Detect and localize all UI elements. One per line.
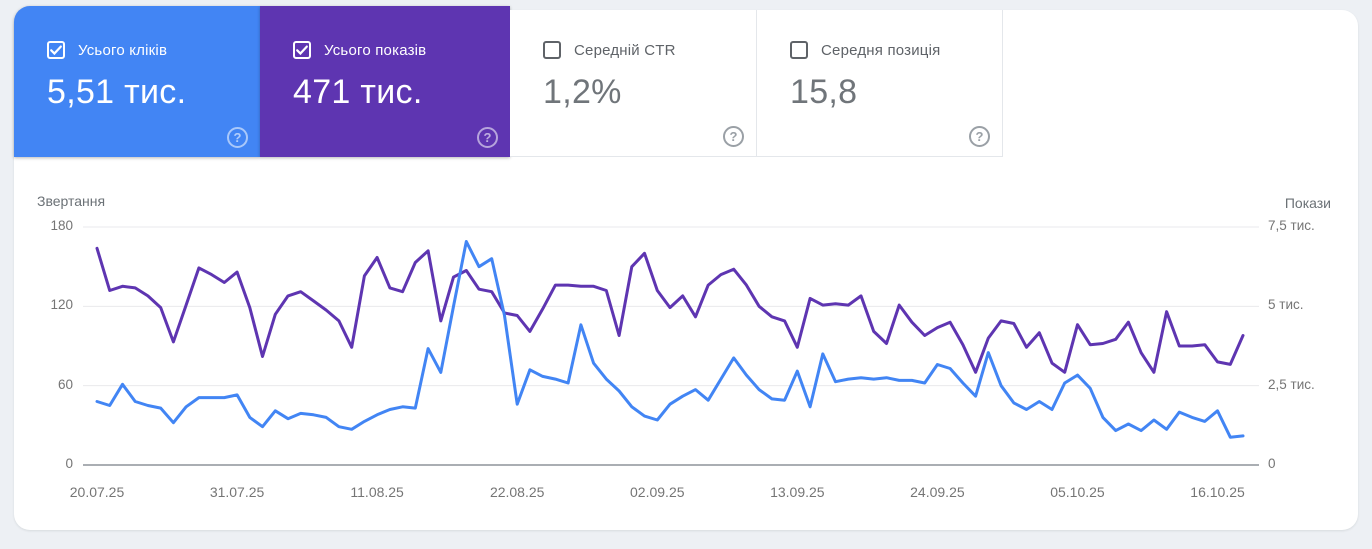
series-line-clicks[interactable]: [95, 240, 1245, 439]
axis-tick-label: 120: [50, 297, 73, 313]
checkbox-unchecked-icon[interactable]: [790, 41, 808, 59]
performance-panel: Звертання Покази 180 120 60 0 7,5 тис. 5 тис…: [14, 6, 1358, 530]
axis-tick-label: 02.09.25: [630, 484, 685, 500]
help-icon[interactable]: [969, 126, 990, 147]
axis-tick-label: 20.07.25: [69, 484, 125, 500]
axis-tick-label: 60: [57, 376, 73, 392]
axis-tick-label: 22.08.25: [489, 484, 545, 500]
metric-tile-total-clicks[interactable]: Усього кліків 5,51 тис.: [14, 6, 260, 157]
axis-tick-label: 16.10.25: [1190, 484, 1245, 500]
metric-label: Усього кліків: [78, 41, 168, 59]
axis-tick-label: 24.09.25: [910, 484, 965, 500]
metric-value: 1,2%: [543, 73, 622, 111]
checkbox-unchecked-icon[interactable]: [543, 41, 561, 59]
metric-label: Усього показів: [324, 41, 427, 59]
axis-tick-label: 5 тис.: [1268, 297, 1304, 313]
axis-tick-label: 13.09.25: [770, 484, 825, 500]
checkbox-checked-icon[interactable]: [47, 41, 65, 59]
metric-value: 15,8: [790, 73, 858, 111]
checkbox-checked-icon[interactable]: [293, 41, 311, 59]
metric-value: 471 тис.: [293, 73, 423, 111]
chart-canvas[interactable]: [14, 10, 1358, 530]
help-icon[interactable]: [723, 126, 744, 147]
metric-tiles-row: Усього кліків 5,51 тис. Усього показів 4…: [14, 6, 1003, 157]
axis-tick-label: 31.07.25: [209, 484, 265, 500]
chart-area: Звертання Покази 180 120 60 0 7,5 тис. 5 тис…: [14, 10, 1358, 530]
metric-value: 5,51 тис.: [47, 73, 187, 111]
axis-tick-label: 7,5 тис.: [1268, 218, 1315, 233]
metric-tile-average-ctr[interactable]: Середній CTR 1,2%: [510, 10, 757, 157]
axis-tick-label: 05.10.25: [1050, 484, 1105, 500]
right-axis-title: Покази: [1284, 195, 1331, 211]
metric-label: Середній CTR: [574, 41, 676, 59]
left-axis-title: Звертання: [37, 193, 106, 209]
metric-tile-average-position[interactable]: Середня позиція 15,8: [757, 10, 1003, 157]
axis-tick-label: 180: [50, 218, 73, 233]
axis-tick-label: 0: [65, 456, 73, 471]
metric-tile-total-impressions[interactable]: Усього показів 471 тис.: [260, 6, 510, 157]
help-icon[interactable]: [227, 127, 248, 148]
axis-tick-label: 11.08.25: [350, 484, 404, 500]
help-icon[interactable]: [477, 127, 498, 148]
metric-label: Середня позиція: [821, 41, 941, 59]
series-line-impressions[interactable]: [95, 246, 1245, 374]
axis-tick-label: 2,5 тис.: [1268, 376, 1315, 392]
axis-tick-label: 0: [1268, 456, 1276, 471]
